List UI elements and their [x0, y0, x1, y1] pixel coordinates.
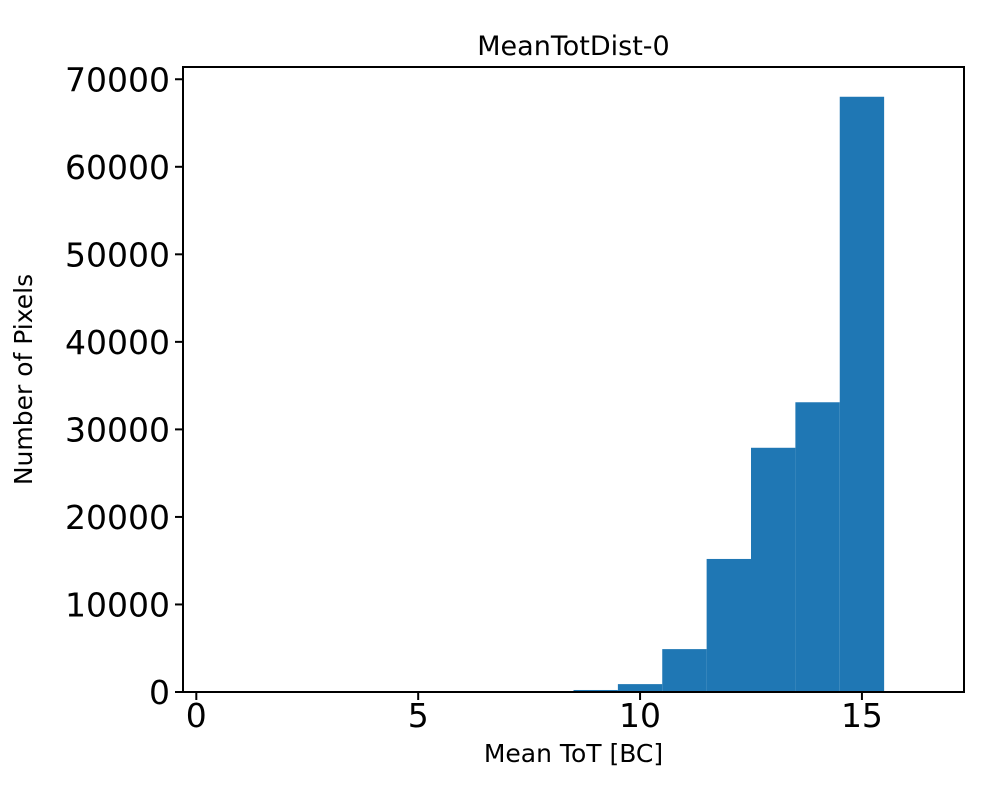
y-axis-ticks: 0 10000 20000 30000 40000 50000 60000 70000 [65, 60, 183, 712]
histogram-bar [617, 684, 663, 692]
x-tick-label: 5 [408, 696, 429, 735]
histogram-bar [751, 447, 796, 692]
y-tick-label: 0 [149, 673, 170, 712]
y-tick-label: 30000 [65, 410, 170, 449]
x-axis-label: Mean ToT [BC] [484, 739, 663, 768]
y-tick-label: 50000 [65, 235, 170, 274]
y-tick-label: 10000 [65, 585, 170, 624]
x-axis-ticks: 0 5 10 15 [186, 692, 883, 735]
chart-title: MeanTotDist-0 [477, 31, 669, 62]
y-tick-label: 70000 [65, 60, 170, 99]
x-tick-label: 15 [841, 696, 883, 735]
x-tick-label: 10 [619, 696, 661, 735]
y-axis-label: Number of Pixels [9, 274, 38, 485]
y-tick-label: 60000 [65, 148, 170, 187]
histogram-bar [706, 558, 752, 692]
y-tick-label: 40000 [65, 323, 170, 362]
plot-border [182, 66, 965, 693]
x-tick-label: 0 [186, 696, 207, 735]
histogram-bar [839, 96, 885, 692]
histogram-bar [662, 649, 707, 692]
histogram-bars [573, 96, 885, 692]
histogram-bar [795, 402, 840, 692]
histogram-bar [573, 689, 618, 692]
y-tick-label: 20000 [65, 498, 170, 537]
